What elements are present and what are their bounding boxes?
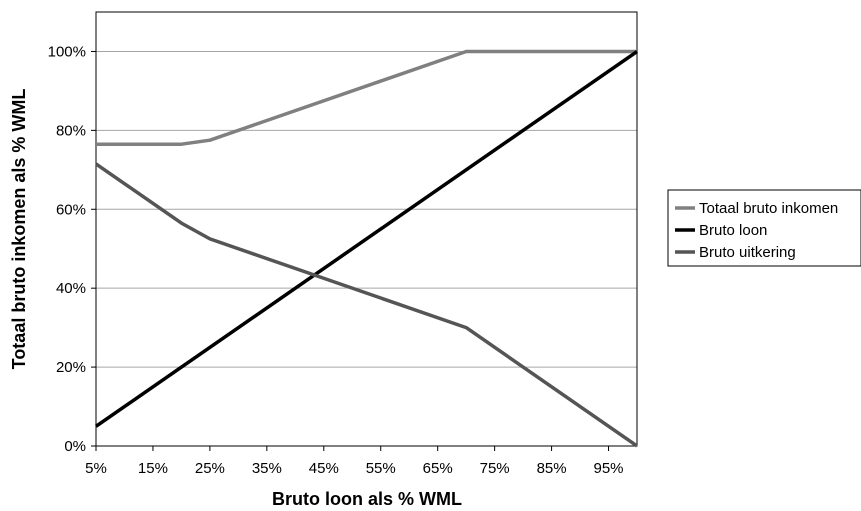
y-tick-label: 20%: [56, 359, 86, 376]
x-tick-label: 85%: [537, 460, 567, 477]
x-tick-label: 75%: [480, 460, 510, 477]
x-tick-label: 5%: [85, 460, 107, 477]
legend-label-bruto-uitkering: Bruto uitkering: [699, 244, 796, 261]
x-axis-title: Bruto loon als % WML: [272, 489, 462, 509]
x-tick-label: 45%: [309, 460, 339, 477]
x-tick-label: 15%: [138, 460, 168, 477]
y-tick-label: 40%: [56, 280, 86, 297]
y-axis-title: Totaal bruto inkomen als % WML: [9, 89, 29, 370]
y-tick-label: 80%: [56, 122, 86, 139]
legend: Totaal bruto inkomen Bruto loon Bruto uitk…: [667, 189, 861, 267]
legend-box: [667, 189, 861, 267]
legend-label-totaal-bruto-inkomen: Totaal bruto inkomen: [699, 200, 838, 217]
series-lines: [95, 49, 638, 448]
y-tick-label: 0%: [64, 438, 86, 455]
plot-area-frame: [95, 11, 638, 447]
legend-items: Totaal bruto inkomen Bruto loon Bruto uitk…: [675, 200, 838, 261]
x-tick-label: 95%: [594, 460, 624, 477]
x-tick-label: 65%: [423, 460, 453, 477]
x-tick-label: 55%: [366, 460, 396, 477]
x-tick-label: 25%: [195, 460, 225, 477]
gridlines: [96, 50, 637, 368]
y-tick-label: 60%: [56, 201, 86, 218]
x-tick-label: 35%: [252, 460, 282, 477]
series-line-totaal-bruto-inkomen: [96, 49, 637, 146]
y-axis-ticks: 0% 20% 40% 60% 80% 100%: [48, 43, 96, 455]
y-tick-label: 100%: [48, 43, 86, 60]
series-line-bruto-uitkering: [95, 162, 638, 448]
legend-label-bruto-loon: Bruto loon: [699, 222, 767, 239]
series-line-bruto-loon: [95, 50, 638, 428]
x-axis-ticks: 5% 15% 25% 35% 45% 55% 65% 75% 85% 95%: [85, 446, 624, 477]
